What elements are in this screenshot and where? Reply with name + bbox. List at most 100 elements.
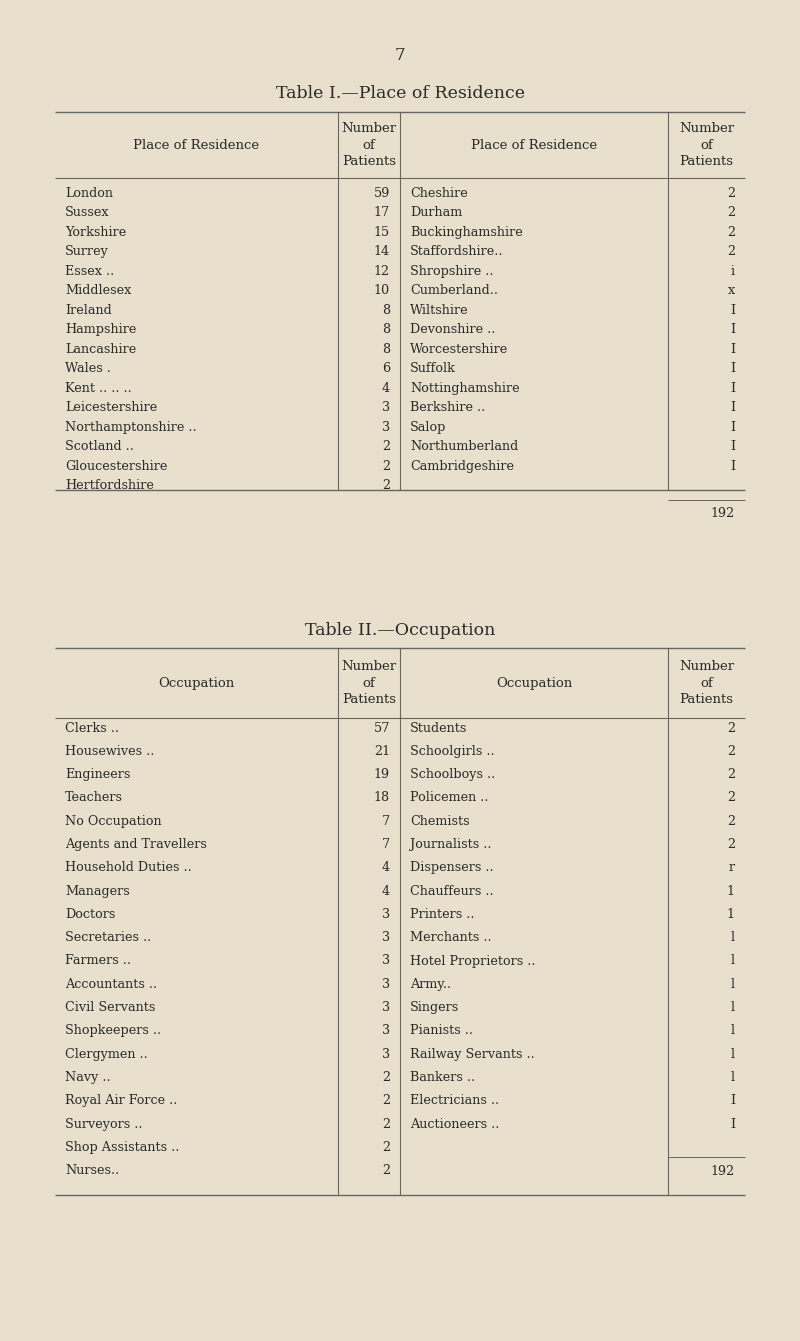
Text: Teachers: Teachers	[65, 791, 123, 805]
Text: 8: 8	[382, 342, 390, 355]
Text: Place of Residence: Place of Residence	[134, 138, 259, 152]
Text: Merchants ..: Merchants ..	[410, 931, 492, 944]
Text: Journalists ..: Journalists ..	[410, 838, 491, 852]
Text: Farmers ..: Farmers ..	[65, 955, 131, 967]
Text: 3: 3	[382, 978, 390, 991]
Text: I: I	[730, 401, 735, 414]
Text: Clergymen ..: Clergymen ..	[65, 1047, 148, 1061]
Text: Yorkshire: Yorkshire	[65, 225, 126, 239]
Text: Sussex: Sussex	[65, 207, 110, 219]
Text: Shop Assistants ..: Shop Assistants ..	[65, 1141, 179, 1153]
Text: Devonshire ..: Devonshire ..	[410, 323, 495, 337]
Text: Number
of
Patients: Number of Patients	[679, 660, 734, 705]
Text: Leicestershire: Leicestershire	[65, 401, 158, 414]
Text: l: l	[731, 1002, 735, 1014]
Text: Occupation: Occupation	[158, 676, 234, 689]
Text: 2: 2	[727, 207, 735, 219]
Text: Wales .: Wales .	[65, 362, 111, 375]
Text: Household Duties ..: Household Duties ..	[65, 861, 192, 874]
Text: Lancashire: Lancashire	[65, 342, 136, 355]
Text: 2: 2	[727, 245, 735, 257]
Text: Durham: Durham	[410, 207, 462, 219]
Text: Number
of
Patients: Number of Patients	[679, 122, 734, 168]
Text: 4: 4	[382, 381, 390, 394]
Text: 59: 59	[374, 186, 390, 200]
Text: Army..: Army..	[410, 978, 451, 991]
Text: 8: 8	[382, 303, 390, 316]
Text: I: I	[730, 342, 735, 355]
Text: l: l	[731, 1047, 735, 1061]
Text: Cambridgeshire: Cambridgeshire	[410, 460, 514, 472]
Text: 7: 7	[382, 815, 390, 827]
Text: 2: 2	[382, 440, 390, 453]
Text: 8: 8	[382, 323, 390, 337]
Text: 21: 21	[374, 744, 390, 758]
Text: 10: 10	[374, 284, 390, 296]
Text: l: l	[731, 955, 735, 967]
Text: Electricians ..: Electricians ..	[410, 1094, 499, 1108]
Text: Bankers ..: Bankers ..	[410, 1071, 475, 1084]
Text: 3: 3	[382, 1025, 390, 1038]
Text: Navy ..: Navy ..	[65, 1071, 110, 1084]
Text: I: I	[730, 303, 735, 316]
Text: l: l	[731, 1071, 735, 1084]
Text: 3: 3	[382, 401, 390, 414]
Text: Staffordshire..: Staffordshire..	[410, 245, 503, 257]
Text: 2: 2	[382, 1164, 390, 1177]
Text: l: l	[731, 931, 735, 944]
Text: Salop: Salop	[410, 421, 446, 433]
Text: 3: 3	[382, 955, 390, 967]
Text: I: I	[730, 1094, 735, 1108]
Text: 2: 2	[382, 1071, 390, 1084]
Text: 2: 2	[382, 1141, 390, 1153]
Text: Berkshire ..: Berkshire ..	[410, 401, 486, 414]
Text: 4: 4	[382, 861, 390, 874]
Text: 2: 2	[727, 721, 735, 735]
Text: Civil Servants: Civil Servants	[65, 1002, 155, 1014]
Text: I: I	[730, 460, 735, 472]
Text: Schoolboys ..: Schoolboys ..	[410, 768, 495, 780]
Text: Dispensers ..: Dispensers ..	[410, 861, 494, 874]
Text: Kent .. .. ..: Kent .. .. ..	[65, 381, 132, 394]
Text: Cumberland..: Cumberland..	[410, 284, 498, 296]
Text: Middlesex: Middlesex	[65, 284, 131, 296]
Text: l: l	[731, 978, 735, 991]
Text: Railway Servants ..: Railway Servants ..	[410, 1047, 534, 1061]
Text: London: London	[65, 186, 113, 200]
Text: I: I	[730, 421, 735, 433]
Text: 15: 15	[374, 225, 390, 239]
Text: Table II.—Occupation: Table II.—Occupation	[305, 621, 495, 638]
Text: 192: 192	[710, 1165, 735, 1177]
Text: Shropshire ..: Shropshire ..	[410, 264, 494, 278]
Text: Worcestershire: Worcestershire	[410, 342, 508, 355]
Text: Buckinghamshire: Buckinghamshire	[410, 225, 522, 239]
Text: 1: 1	[727, 885, 735, 897]
Text: Doctors: Doctors	[65, 908, 115, 921]
Text: 3: 3	[382, 908, 390, 921]
Text: Accountants ..: Accountants ..	[65, 978, 157, 991]
Text: 2: 2	[727, 791, 735, 805]
Text: Hampshire: Hampshire	[65, 323, 136, 337]
Text: Number
of
Patients: Number of Patients	[342, 122, 397, 168]
Text: 3: 3	[382, 421, 390, 433]
Text: 7: 7	[394, 47, 406, 63]
Text: Secretaries ..: Secretaries ..	[65, 931, 151, 944]
Text: 2: 2	[727, 225, 735, 239]
Text: Northumberland: Northumberland	[410, 440, 518, 453]
Text: No Occupation: No Occupation	[65, 815, 162, 827]
Text: 14: 14	[374, 245, 390, 257]
Text: Place of Residence: Place of Residence	[471, 138, 597, 152]
Text: Policemen ..: Policemen ..	[410, 791, 489, 805]
Text: Nottinghamshire: Nottinghamshire	[410, 381, 520, 394]
Text: 2: 2	[727, 838, 735, 852]
Text: 2: 2	[727, 768, 735, 780]
Text: Chauffeurs ..: Chauffeurs ..	[410, 885, 494, 897]
Text: Hotel Proprietors ..: Hotel Proprietors ..	[410, 955, 535, 967]
Text: Chemists: Chemists	[410, 815, 470, 827]
Text: Hertfordshire: Hertfordshire	[65, 479, 154, 492]
Text: Engineers: Engineers	[65, 768, 130, 780]
Text: 2: 2	[382, 479, 390, 492]
Text: 2: 2	[727, 815, 735, 827]
Text: Occupation: Occupation	[496, 676, 572, 689]
Text: Auctioneers ..: Auctioneers ..	[410, 1117, 499, 1130]
